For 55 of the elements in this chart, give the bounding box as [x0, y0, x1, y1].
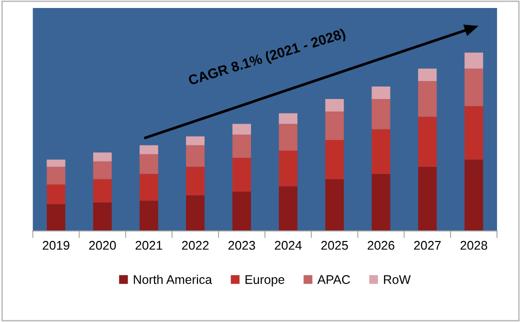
bar [140, 174, 158, 201]
bar [186, 166, 205, 196]
bar [372, 129, 390, 174]
bar [93, 179, 112, 202]
bar [93, 152, 112, 162]
bar [140, 200, 158, 231]
bar [46, 160, 66, 167]
bar [325, 111, 344, 140]
bar [418, 166, 437, 231]
annotation: CAGR 8.1% (2021 - 2028) [188, 28, 347, 88]
bar [46, 184, 66, 204]
bar [325, 179, 344, 231]
x-tick-label: 2026 [368, 240, 394, 250]
x-tick-label: 2021 [136, 240, 162, 250]
legend-label: Europe [246, 275, 284, 286]
bar [140, 154, 158, 174]
x-tick-label: 2023 [228, 240, 256, 250]
bar [232, 134, 251, 158]
bar [186, 195, 205, 231]
x-tick-label: 2028 [460, 240, 488, 250]
bar [186, 136, 205, 146]
bar [325, 140, 344, 180]
bar [325, 98, 344, 112]
legend-label: RoW [384, 275, 411, 284]
bar [232, 124, 251, 135]
bar [232, 192, 251, 231]
bar [418, 68, 437, 82]
bar [418, 81, 437, 117]
bar [93, 202, 112, 231]
bar [232, 158, 251, 192]
bar [93, 161, 112, 180]
bar [464, 106, 484, 160]
bar [140, 145, 158, 154]
x-tick-label: 2024 [274, 240, 302, 250]
bar [278, 113, 298, 124]
bar [464, 160, 484, 231]
legend-label: North America [134, 274, 212, 284]
bar [46, 204, 66, 231]
bar [278, 186, 298, 231]
bar [372, 98, 390, 130]
bar [464, 68, 484, 106]
bar [46, 166, 66, 185]
bar [278, 124, 298, 151]
x-tick-label: 2022 [182, 240, 209, 250]
bar [464, 52, 484, 69]
bar [278, 150, 298, 186]
x-tick-label: 2025 [321, 240, 348, 250]
bar [372, 86, 390, 99]
x-tick-label: 2020 [89, 240, 116, 250]
bar [372, 174, 390, 231]
bar [418, 116, 437, 167]
bar [186, 145, 205, 167]
x-tick-label: 2027 [414, 240, 441, 250]
legend-label: APAC [317, 275, 350, 284]
x-tick-label: 2019 [42, 240, 70, 250]
